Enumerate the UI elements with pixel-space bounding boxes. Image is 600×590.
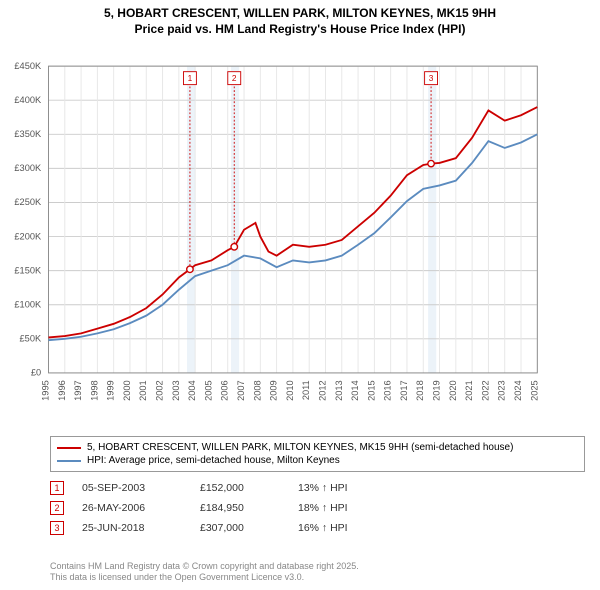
title-line1: 5, HOBART CRESCENT, WILLEN PARK, MILTON … — [0, 6, 600, 22]
footer-note: Contains HM Land Registry data © Crown c… — [50, 561, 585, 584]
svg-text:2009: 2009 — [269, 380, 279, 401]
event-marker: 3 — [50, 521, 64, 535]
event-price: £184,950 — [200, 502, 280, 514]
svg-text:2022: 2022 — [480, 380, 490, 401]
svg-text:2014: 2014 — [350, 380, 360, 401]
svg-text:1995: 1995 — [41, 380, 51, 401]
svg-text:2011: 2011 — [301, 380, 311, 400]
svg-text:£450K: £450K — [14, 61, 42, 71]
title-line2: Price paid vs. HM Land Registry's House … — [0, 22, 600, 38]
svg-text:2004: 2004 — [187, 380, 197, 401]
svg-text:2019: 2019 — [432, 380, 442, 401]
footer-line2: This data is licensed under the Open Gov… — [50, 572, 585, 584]
svg-text:£50K: £50K — [20, 334, 42, 344]
legend-swatch — [57, 447, 81, 449]
svg-text:2: 2 — [232, 73, 237, 83]
svg-text:2023: 2023 — [497, 380, 507, 401]
svg-text:2013: 2013 — [334, 380, 344, 401]
legend-row: 5, HOBART CRESCENT, WILLEN PARK, MILTON … — [57, 441, 578, 454]
svg-text:2015: 2015 — [366, 380, 376, 401]
svg-text:£400K: £400K — [14, 95, 42, 105]
svg-text:2008: 2008 — [252, 380, 262, 401]
svg-text:2025: 2025 — [529, 380, 539, 401]
svg-text:1996: 1996 — [57, 380, 67, 401]
svg-text:2016: 2016 — [383, 380, 393, 401]
event-hpi: 18% ↑ HPI — [298, 502, 398, 514]
svg-text:2024: 2024 — [513, 380, 523, 401]
event-row: 2 26-MAY-2006 £184,950 18% ↑ HPI — [50, 498, 585, 518]
event-date: 26-MAY-2006 — [82, 502, 182, 514]
event-hpi: 13% ↑ HPI — [298, 482, 398, 494]
svg-text:£100K: £100K — [14, 300, 42, 310]
chart-title: 5, HOBART CRESCENT, WILLEN PARK, MILTON … — [0, 0, 600, 37]
event-date: 25-JUN-2018 — [82, 522, 182, 534]
svg-text:1: 1 — [188, 73, 193, 83]
svg-text:2003: 2003 — [171, 380, 181, 401]
legend-row: HPI: Average price, semi-detached house,… — [57, 454, 578, 467]
legend: 5, HOBART CRESCENT, WILLEN PARK, MILTON … — [50, 436, 585, 472]
event-row: 3 25-JUN-2018 £307,000 16% ↑ HPI — [50, 518, 585, 538]
svg-text:2000: 2000 — [122, 380, 132, 401]
line-chart-svg: £0 £50K £100K £150K £200K £250K £300K £350K £400… — [6, 48, 541, 428]
legend-swatch — [57, 460, 81, 462]
svg-text:2017: 2017 — [399, 380, 409, 401]
svg-text:1999: 1999 — [106, 380, 116, 401]
svg-text:2010: 2010 — [285, 380, 295, 401]
event-marker: 1 — [50, 481, 64, 495]
svg-text:£200K: £200K — [14, 231, 42, 241]
svg-text:2001: 2001 — [138, 380, 148, 401]
event-row: 1 05-SEP-2003 £152,000 13% ↑ HPI — [50, 478, 585, 498]
svg-text:2018: 2018 — [415, 380, 425, 401]
svg-text:2006: 2006 — [220, 380, 230, 401]
footer-line1: Contains HM Land Registry data © Crown c… — [50, 561, 585, 573]
svg-text:£150K: £150K — [14, 265, 42, 275]
svg-text:2007: 2007 — [236, 380, 246, 401]
legend-label: HPI: Average price, semi-detached house,… — [87, 455, 340, 466]
svg-text:1997: 1997 — [73, 380, 83, 401]
legend-label: 5, HOBART CRESCENT, WILLEN PARK, MILTON … — [87, 442, 513, 453]
events-table: 1 05-SEP-2003 £152,000 13% ↑ HPI 2 26-MAY-200… — [50, 478, 585, 538]
svg-text:£350K: £350K — [14, 129, 42, 139]
event-marker: 2 — [50, 501, 64, 515]
svg-text:1998: 1998 — [89, 380, 99, 401]
svg-text:2020: 2020 — [448, 380, 458, 401]
svg-text:2012: 2012 — [317, 380, 327, 401]
chart-area: £0£50K£100K£150K£200K£250K£300K£350K£400… — [50, 48, 585, 428]
svg-text:3: 3 — [429, 73, 434, 83]
event-price: £307,000 — [200, 522, 280, 534]
event-date: 05-SEP-2003 — [82, 482, 182, 494]
svg-text:2005: 2005 — [203, 380, 213, 401]
svg-text:£300K: £300K — [14, 163, 42, 173]
event-hpi: 16% ↑ HPI — [298, 522, 398, 534]
svg-text:2002: 2002 — [155, 380, 165, 401]
svg-text:£250K: £250K — [14, 197, 42, 207]
event-price: £152,000 — [200, 482, 280, 494]
svg-text:£0: £0 — [31, 368, 41, 378]
svg-text:2021: 2021 — [464, 380, 474, 401]
